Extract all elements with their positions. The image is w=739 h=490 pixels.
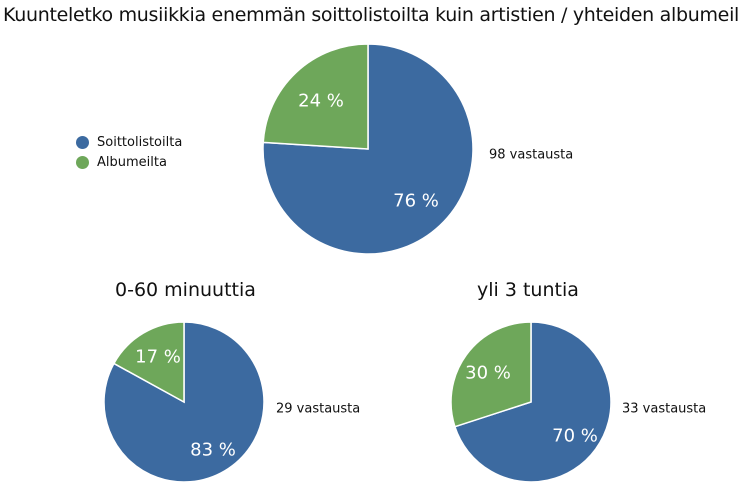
chart-title-0-60: 0-60 minuuttia [115,279,256,301]
legend: Soittolistoilta Albumeilta [76,132,182,172]
pie-0-label-0: 76 % [393,191,439,212]
pie-0-slice-1 [262,43,369,150]
pie-0-slice-0 [262,43,474,255]
pie-1-slice-1 [112,321,185,404]
pie-1-label-0: 83 % [190,440,236,461]
legend-label-albumeilta: Albumeilta [97,154,167,170]
pie-1-responses: 29 vastausta [276,402,360,417]
pie-0-responses: 98 vastausta [489,148,573,163]
legend-swatch-soittolistoilta [76,135,89,149]
legend-swatch-albumeilta [76,155,89,169]
chart-title-yli-3-tuntia: yli 3 tuntia [477,279,579,301]
pie-2-label-1: 30 % [465,363,511,384]
legend-label-soittolistoilta: Soittolistoilta [97,134,183,150]
legend-item-albumeilta: Albumeilta [76,152,182,172]
pie-2-label-0: 70 % [552,426,598,447]
legend-item-soittolistoilta: Soittolistoilta [76,132,182,152]
pie-2-responses: 33 vastausta [622,402,706,417]
pie-1-label-1: 17 % [135,347,181,368]
pie-0-label-1: 24 % [298,91,344,112]
pie-2-slice-0 [453,321,612,483]
page-title: Kuunteletko musiikkia enemmän soittolist… [3,4,739,26]
pie-2-slice-1 [450,321,532,428]
